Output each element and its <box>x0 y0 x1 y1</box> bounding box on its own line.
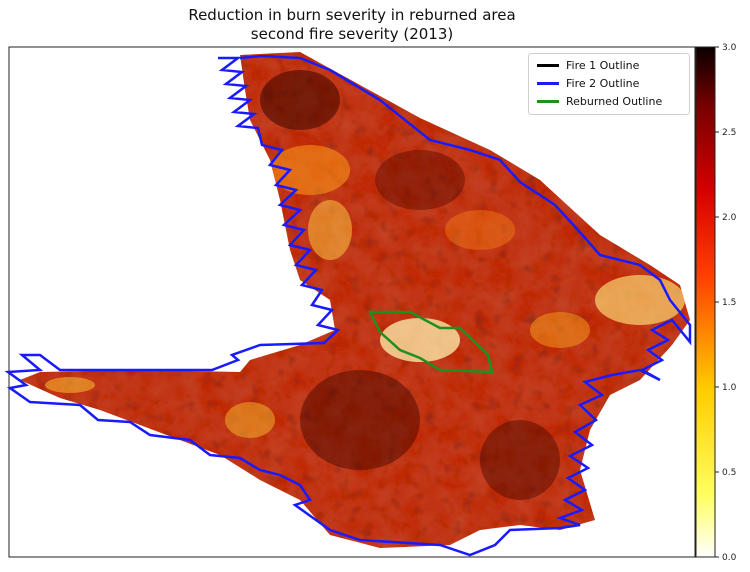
chart-subtitle: second fire severity (2013) <box>250 25 454 43</box>
legend: Fire 1 Outline Fire 2 Outline Reburned O… <box>528 53 690 115</box>
colorbar-tick-label: 0.5 <box>722 468 736 478</box>
reburned-outline <box>367 310 494 374</box>
legend-label-reburned: Reburned Outline <box>566 94 663 108</box>
colorbar-gradient <box>695 46 716 558</box>
legend-entry-fire1: Fire 1 Outline <box>537 57 639 73</box>
legend-entry-fire2: Fire 2 Outline <box>537 75 639 91</box>
colorbar-tick-label: 2.5 <box>722 128 736 138</box>
legend-entry-reburned: Reburned Outline <box>537 93 662 109</box>
legend-swatch-fire1 <box>537 63 559 67</box>
fire2-outline <box>4 54 692 557</box>
chart-title: Reduction in burn severity in reburned a… <box>188 6 516 24</box>
legend-label-fire2: Fire 2 Outline <box>566 76 640 90</box>
colorbar-tick-label: 1.5 <box>722 298 736 308</box>
legend-swatch-reburned <box>537 99 559 103</box>
legend-label-fire1: Fire 1 Outline <box>566 58 640 72</box>
colorbar-tick-label: 3.0 <box>722 43 737 53</box>
colorbar-tick-label: 1.0 <box>722 383 737 393</box>
legend-swatch-fire2 <box>537 81 559 85</box>
colorbar-tick-label: 2.0 <box>722 213 737 223</box>
colorbar-tick-label: 0.0 <box>722 553 737 563</box>
